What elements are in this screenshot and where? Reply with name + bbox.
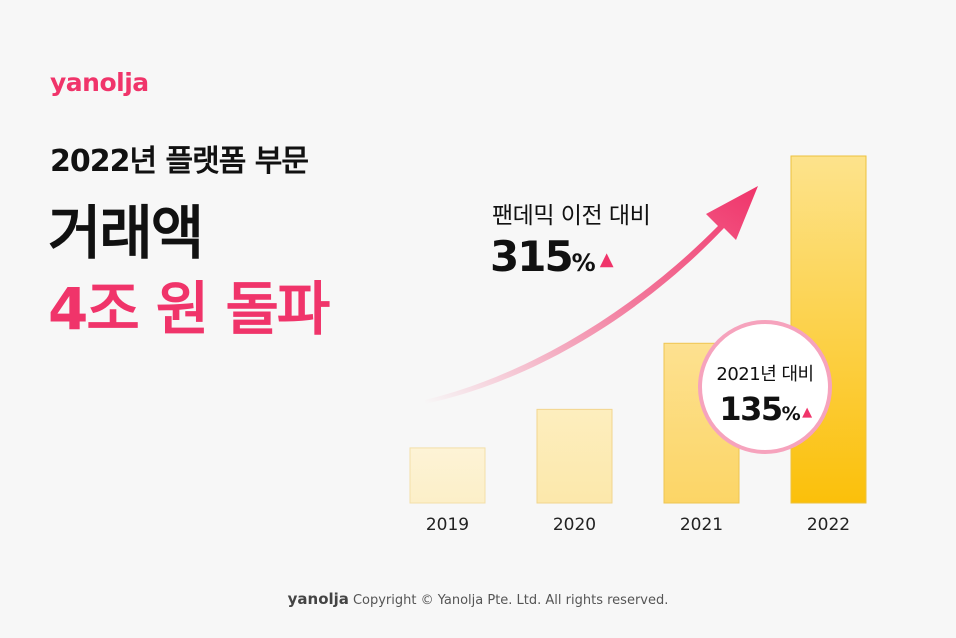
pandemic-comparison-label: 팬데믹 이전 대비 <box>492 203 651 229</box>
headline-line2: 4조 원 돌파 <box>48 275 330 343</box>
yoy-comparison-badge: 2021년 대비 135% ▲ <box>698 320 832 454</box>
brand-logo: yanolja <box>50 68 149 97</box>
pandemic-comparison-value: 315% ▲ <box>490 232 614 281</box>
footer: yanolja Copyright © Yanolja Pte. Ltd. All… <box>0 590 956 608</box>
yoy-comparison-value: 135% ▲ <box>702 390 828 428</box>
x-tick-label-2020: 2020 <box>553 515 596 535</box>
growth-arrow-icon <box>425 186 758 404</box>
x-tick-label-2019: 2019 <box>426 515 469 535</box>
pandemic-comparison-unit: % <box>571 249 596 277</box>
up-triangle-icon: ▲ <box>599 249 614 270</box>
yoy-comparison-label: 2021년 대비 <box>716 364 814 385</box>
bar-2019 <box>409 447 486 504</box>
up-triangle-icon: ▲ <box>802 405 812 420</box>
yoy-comparison-unit: % <box>781 403 801 425</box>
headline-subtitle: 2022년 플랫폼 부문 <box>50 144 309 179</box>
x-tick-label-2022: 2022 <box>807 515 850 535</box>
footer-copyright: Copyright © Yanolja Pte. Ltd. All rights… <box>352 593 669 608</box>
headline-line1: 거래액 <box>48 199 204 267</box>
x-tick-label-2021: 2021 <box>680 515 723 535</box>
footer-logo: yanolja <box>287 590 349 608</box>
bar-2022 <box>790 155 867 504</box>
pandemic-comparison-number: 315 <box>490 232 574 281</box>
bar-2020 <box>536 408 613 504</box>
yoy-comparison-number: 135 <box>719 390 783 428</box>
